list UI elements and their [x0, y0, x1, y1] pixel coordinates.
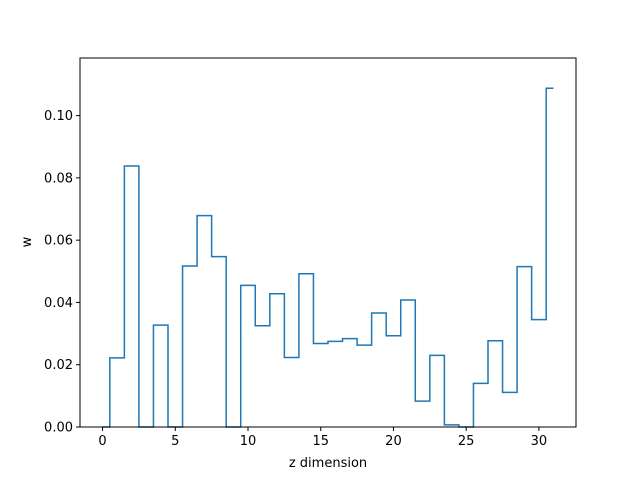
- y-tick-label: 0.08: [44, 171, 73, 186]
- y-axis-ticks: 0.00 0.02 0.04 0.06 0.08 0.10: [44, 109, 80, 436]
- y-tick-label: 0.02: [44, 358, 73, 373]
- x-axis-label: z dimension: [289, 456, 367, 471]
- y-tick-label: 0.06: [44, 234, 73, 249]
- x-tick-label: 15: [312, 434, 329, 449]
- x-axis-ticks: 0 5 10 15 20 25 30: [98, 427, 547, 449]
- axes-frame: [79, 57, 577, 428]
- y-tick-label: 0.00: [44, 421, 73, 436]
- y-tick-label: 0.04: [44, 296, 73, 311]
- x-tick-label: 10: [240, 434, 257, 449]
- y-axis-label: w: [20, 236, 35, 247]
- y-tick-label: 0.10: [44, 109, 73, 124]
- x-tick-label: 0: [98, 434, 106, 449]
- x-tick-label: 30: [531, 434, 548, 449]
- x-tick-label: 20: [385, 434, 402, 449]
- x-tick-label: 5: [171, 434, 179, 449]
- x-tick-label: 25: [458, 434, 475, 449]
